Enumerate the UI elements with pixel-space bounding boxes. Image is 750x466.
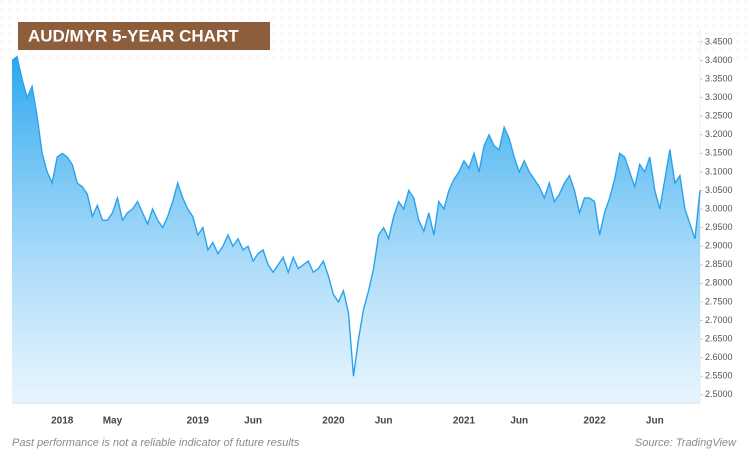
y-tick-label: 2.6500	[705, 333, 733, 343]
y-tick-label: 2.7000	[705, 315, 733, 325]
x-tick-label: Jun	[375, 416, 393, 427]
x-tick-label: May	[103, 416, 123, 427]
x-tick-label: 2022	[583, 416, 606, 427]
x-tick-label: 2019	[187, 416, 210, 427]
y-tick-label: 3.3500	[705, 73, 733, 83]
y-tick-label: 2.9000	[705, 241, 733, 251]
y-tick-label: 3.2500	[705, 111, 733, 121]
x-tick-label: 2021	[453, 416, 476, 427]
x-tick-label: 2018	[51, 416, 74, 427]
footnote: Past performance is not a reliable indic…	[12, 437, 300, 449]
y-tick-label: 2.5500	[705, 371, 733, 381]
y-tick-label: 2.6000	[705, 352, 733, 362]
y-tick-label: 3.3000	[705, 92, 733, 102]
y-tick-label: 3.0500	[705, 185, 733, 195]
y-tick-label: 3.1500	[705, 148, 733, 158]
y-tick-label: 3.0000	[705, 203, 733, 213]
x-tick-label: Jun	[510, 416, 528, 427]
y-tick-label: 2.5000	[705, 389, 733, 399]
y-tick-label: 3.4500	[705, 36, 733, 46]
y-tick-label: 3.1000	[705, 166, 733, 176]
y-tick-label: 2.9500	[705, 222, 733, 232]
x-tick-label: Jun	[646, 416, 664, 427]
y-tick-label: 2.8500	[705, 259, 733, 269]
y-tick-label: 3.4000	[705, 55, 733, 65]
price-line	[11, 55, 701, 377]
chart-title: AUD/MYR 5-YEAR CHART	[28, 26, 239, 45]
source: Source: TradingView	[635, 437, 737, 449]
y-tick-label: 2.8000	[705, 278, 733, 288]
title-box	[18, 22, 270, 50]
y-tick-label: 3.2000	[705, 129, 733, 139]
area-fill	[12, 56, 700, 403]
x-tick-label: 2020	[322, 416, 345, 427]
y-tick-label: 2.7500	[705, 296, 733, 306]
x-tick-label: Jun	[244, 416, 262, 427]
